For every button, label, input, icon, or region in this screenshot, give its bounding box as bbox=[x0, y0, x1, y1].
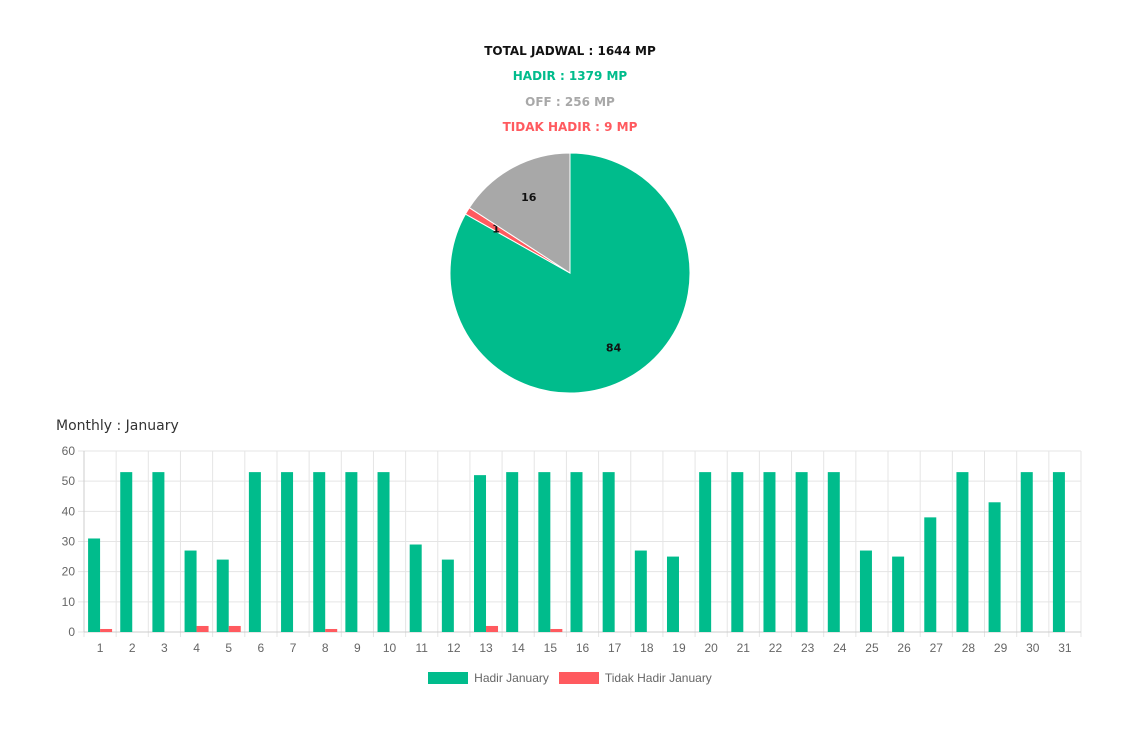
bar-hadir[interactable] bbox=[345, 472, 358, 632]
pie-slice-hadir[interactable] bbox=[449, 152, 691, 394]
total-jadwal-text: TOTAL JADWAL : 1644 MP bbox=[484, 44, 656, 58]
y-tick-label: 40 bbox=[62, 504, 76, 518]
legend-item-tidak-hadir[interactable]: Tidak Hadir January bbox=[558, 671, 712, 685]
y-tick-label: 30 bbox=[62, 535, 76, 549]
bar-hadir[interactable] bbox=[538, 472, 551, 632]
y-tick-label: 60 bbox=[62, 444, 76, 458]
y-tick-label: 50 bbox=[62, 474, 76, 488]
off-summary-text: OFF : 256 MP bbox=[525, 95, 615, 109]
bar-hadir[interactable] bbox=[120, 472, 133, 632]
x-tick-label: 22 bbox=[769, 641, 783, 655]
x-tick-label: 21 bbox=[737, 641, 751, 655]
x-tick-label: 26 bbox=[897, 641, 911, 655]
bar-hadir[interactable] bbox=[88, 538, 101, 632]
bar-hadir[interactable] bbox=[859, 550, 872, 632]
bar-hadir[interactable] bbox=[1020, 472, 1033, 632]
x-tick-label: 24 bbox=[833, 641, 847, 655]
bar-hadir[interactable] bbox=[956, 472, 969, 632]
hadir-summary-text: HADIR : 1379 MP bbox=[512, 69, 628, 83]
bar-hadir[interactable] bbox=[602, 472, 615, 632]
bar-hadir[interactable] bbox=[827, 472, 840, 632]
x-tick-label: 23 bbox=[801, 641, 815, 655]
x-tick-label: 16 bbox=[576, 641, 590, 655]
legend-swatch-hadir bbox=[428, 672, 469, 684]
x-tick-label: 15 bbox=[544, 641, 558, 655]
pie-slice-off[interactable] bbox=[468, 152, 571, 274]
bar-hadir[interactable] bbox=[763, 472, 776, 632]
x-tick-label: 25 bbox=[865, 641, 879, 655]
bar-hadir[interactable] bbox=[988, 502, 1001, 632]
legend-swatch-tidak-hadir bbox=[558, 672, 599, 684]
bar-hadir[interactable] bbox=[152, 472, 165, 632]
x-tick-label: 17 bbox=[608, 641, 622, 655]
bar-tidak-hadir[interactable] bbox=[228, 625, 241, 632]
x-tick-label: 20 bbox=[704, 641, 718, 655]
x-tick-label: 18 bbox=[640, 641, 654, 655]
bar-hadir[interactable] bbox=[506, 472, 519, 632]
x-tick-label: 2 bbox=[129, 641, 136, 655]
bar-hadir[interactable] bbox=[634, 550, 647, 632]
x-tick-label: 5 bbox=[225, 641, 232, 655]
bar-tidak-hadir[interactable] bbox=[100, 628, 113, 632]
bar-hadir[interactable] bbox=[731, 472, 744, 632]
bar-hadir[interactable] bbox=[892, 556, 905, 632]
bar-hadir[interactable] bbox=[570, 472, 583, 632]
x-tick-label: 28 bbox=[962, 641, 976, 655]
bar-hadir[interactable] bbox=[441, 559, 454, 632]
pie-label-off: 16 bbox=[521, 191, 537, 204]
attendance-pie-chart: 84 1 16 bbox=[449, 152, 691, 394]
x-tick-label: 14 bbox=[511, 641, 525, 655]
bar-tidak-hadir[interactable] bbox=[550, 628, 563, 632]
pie-label-hadir: 84 bbox=[606, 342, 622, 355]
x-tick-label: 8 bbox=[322, 641, 329, 655]
x-tick-label: 30 bbox=[1026, 641, 1040, 655]
bar-hadir[interactable] bbox=[1052, 472, 1065, 632]
monthly-title: Monthly : January bbox=[56, 418, 179, 434]
legend-label-hadir: Hadir January bbox=[474, 671, 549, 685]
bar-hadir[interactable] bbox=[184, 550, 197, 632]
bar-hadir[interactable] bbox=[666, 556, 679, 632]
x-tick-label: 1 bbox=[97, 641, 104, 655]
x-tick-label: 4 bbox=[193, 641, 200, 655]
y-tick-label: 0 bbox=[68, 625, 75, 639]
x-tick-label: 3 bbox=[161, 641, 168, 655]
x-tick-label: 10 bbox=[383, 641, 397, 655]
bar-tidak-hadir[interactable] bbox=[486, 625, 499, 632]
bar-hadir[interactable] bbox=[313, 472, 326, 632]
bar-hadir[interactable] bbox=[795, 472, 808, 632]
x-tick-label: 13 bbox=[479, 641, 493, 655]
x-tick-label: 9 bbox=[354, 641, 361, 655]
x-tick-label: 7 bbox=[290, 641, 297, 655]
bar-hadir[interactable] bbox=[377, 472, 390, 632]
x-tick-label: 6 bbox=[258, 641, 265, 655]
x-tick-label: 27 bbox=[930, 641, 944, 655]
x-tick-label: 19 bbox=[672, 641, 686, 655]
bar-hadir[interactable] bbox=[699, 472, 712, 632]
bar-hadir[interactable] bbox=[474, 475, 487, 632]
bar-chart-legend: Hadir January Tidak Hadir January bbox=[0, 671, 1140, 685]
legend-item-hadir[interactable]: Hadir January bbox=[428, 671, 549, 685]
bar-hadir[interactable] bbox=[281, 472, 294, 632]
bar-hadir[interactable] bbox=[409, 544, 422, 632]
y-tick-label: 20 bbox=[62, 565, 76, 579]
bar-hadir[interactable] bbox=[216, 559, 229, 632]
x-tick-label: 11 bbox=[415, 641, 428, 655]
pie-label-tidak-hadir: 1 bbox=[492, 222, 500, 235]
bar-tidak-hadir[interactable] bbox=[196, 625, 209, 632]
bar-hadir[interactable] bbox=[248, 472, 261, 632]
x-tick-label: 12 bbox=[447, 641, 461, 655]
y-tick-label: 10 bbox=[62, 595, 76, 609]
legend-label-tidak-hadir: Tidak Hadir January bbox=[604, 671, 712, 685]
bar-hadir[interactable] bbox=[924, 517, 937, 632]
tidak-hadir-summary-text: TIDAK HADIR : 9 MP bbox=[502, 120, 638, 134]
x-tick-label: 29 bbox=[994, 641, 1008, 655]
bar-tidak-hadir[interactable] bbox=[325, 628, 338, 632]
x-tick-label: 31 bbox=[1058, 641, 1072, 655]
